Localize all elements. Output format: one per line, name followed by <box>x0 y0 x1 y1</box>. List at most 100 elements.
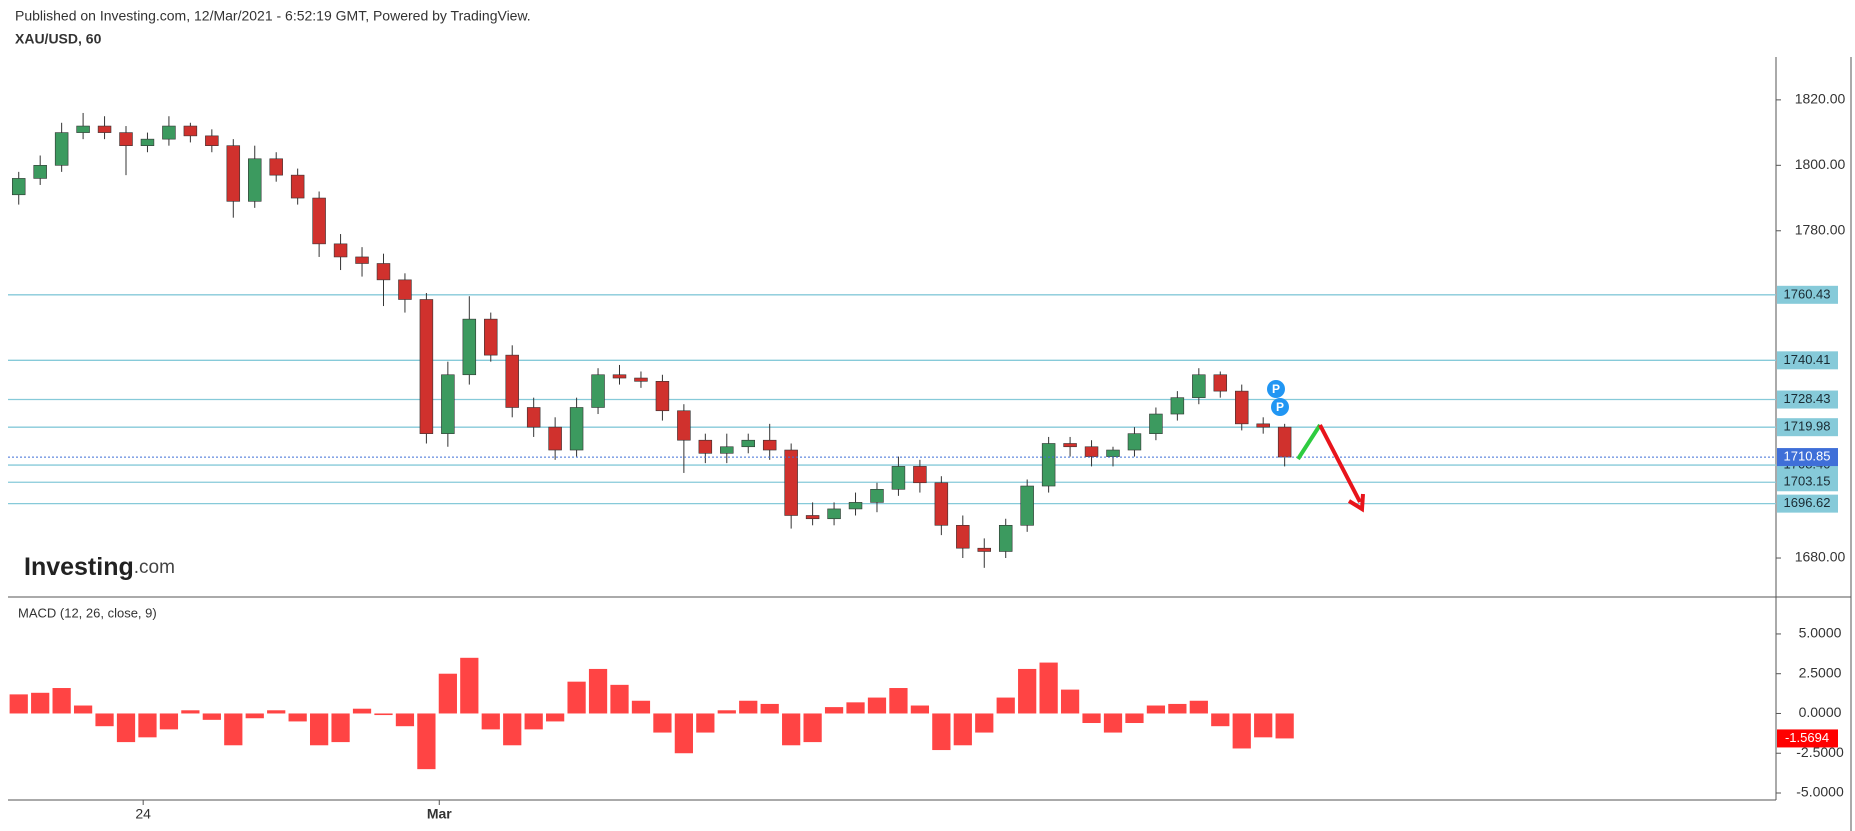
macd-bar <box>1103 713 1123 733</box>
macd-bar <box>395 713 415 727</box>
green-arrow <box>1296 423 1322 461</box>
macd-bar <box>1254 713 1273 738</box>
candle-body <box>1170 397 1185 415</box>
macd-bar <box>696 713 715 733</box>
candle-body <box>226 145 241 202</box>
candle-body <box>1256 423 1270 428</box>
macd-bar <box>116 713 136 743</box>
macd-bar <box>760 703 779 714</box>
macd-bar <box>224 713 243 746</box>
logo-main: Investing <box>24 553 134 581</box>
candle-body <box>1213 374 1228 392</box>
y-tick-label: 1780.00 <box>1795 221 1846 237</box>
candle-body <box>11 178 26 196</box>
level-badge <box>1777 473 1838 492</box>
candle-body <box>998 524 1013 552</box>
candle-body <box>677 410 691 441</box>
macd-value-label: -1.5694 <box>1785 730 1829 745</box>
candle-body <box>290 174 305 199</box>
macd-bar <box>438 673 457 714</box>
macd-bar <box>846 702 865 714</box>
y-tick-label: 2.5000 <box>1799 664 1842 680</box>
y-tick-label: 1800.00 <box>1795 156 1846 172</box>
drawn-arrows <box>1296 423 1365 513</box>
macd-bar <box>932 713 951 751</box>
macd-bar <box>331 713 350 743</box>
candle-body <box>1063 443 1077 448</box>
level-badge <box>1777 494 1838 513</box>
macd-bar <box>546 713 565 722</box>
level-badge <box>1777 351 1838 370</box>
level-badge <box>1777 285 1838 304</box>
price-label: 1710.85 <box>1784 449 1831 464</box>
level-label: 1740.41 <box>1784 352 1831 367</box>
level-badge <box>1777 390 1838 409</box>
candle-body <box>827 508 841 520</box>
macd-bar <box>803 713 822 743</box>
y-tick-label: -5.0000 <box>1796 784 1844 800</box>
macd-bar <box>953 713 972 746</box>
candle-body <box>248 158 262 202</box>
macd-bar <box>975 713 994 733</box>
macd-bar <box>889 688 908 714</box>
macd-bar <box>1125 713 1144 724</box>
x-tick-label: 24 <box>135 806 151 822</box>
macd-bar <box>674 713 693 754</box>
candle-body <box>698 439 713 454</box>
macd-bar <box>73 705 93 714</box>
macd-bar <box>181 710 200 714</box>
candle-body <box>977 547 991 552</box>
macd-bar <box>653 713 672 733</box>
macd-bar <box>1060 689 1080 714</box>
red-arrow-head <box>1347 493 1365 513</box>
candle-body <box>205 135 219 146</box>
macd-badge <box>1777 729 1838 748</box>
level-label: 1719.98 <box>1784 419 1831 434</box>
p-marker-label: P <box>1272 382 1280 396</box>
candle-body <box>891 466 906 490</box>
candle-body <box>913 466 927 484</box>
candle-body <box>97 125 112 133</box>
y-tick-label: -2.5000 <box>1796 744 1844 760</box>
candle-body <box>569 407 584 451</box>
macd-bar <box>610 684 629 714</box>
macd-bar <box>9 694 28 714</box>
candle-body <box>784 449 798 516</box>
candle-body <box>526 407 541 428</box>
macd-bar <box>503 713 522 746</box>
published-note: Published on Investing.com, 12/Mar/2021 … <box>15 8 531 24</box>
macd-bar <box>352 708 372 714</box>
macd-bar <box>245 713 264 719</box>
logo: Investing.com <box>24 553 175 581</box>
candle-body <box>76 125 90 133</box>
macd-bar <box>481 713 500 730</box>
macd-bar <box>782 713 801 746</box>
level-label: 1696.62 <box>1784 495 1831 510</box>
macd-bar <box>309 713 329 746</box>
macd-title: MACD (12, 26, close, 9) <box>18 605 157 620</box>
candle-body <box>183 125 198 137</box>
price-badge <box>1777 448 1838 467</box>
candle-body <box>419 299 434 434</box>
candle-body <box>762 439 777 451</box>
level-label: 1703.15 <box>1784 474 1831 489</box>
candle-body <box>1235 390 1249 425</box>
candle-body <box>376 263 391 281</box>
macd-bar <box>374 713 393 716</box>
candle-body <box>1149 413 1163 434</box>
candle-body <box>140 138 155 146</box>
macd-bar <box>417 713 436 770</box>
level-label: 1728.43 <box>1784 391 1831 406</box>
candle-body <box>162 125 176 140</box>
symbol: XAU/USD, 60 <box>15 31 102 47</box>
candle-body <box>956 524 970 549</box>
macd-bar <box>52 688 71 714</box>
y-tick-label: 0.0000 <box>1799 704 1842 720</box>
candle-body <box>398 279 412 300</box>
candle-body <box>441 374 455 434</box>
p-marker <box>1271 398 1289 416</box>
macd-bar <box>996 697 1015 714</box>
macd-bar <box>95 713 114 727</box>
